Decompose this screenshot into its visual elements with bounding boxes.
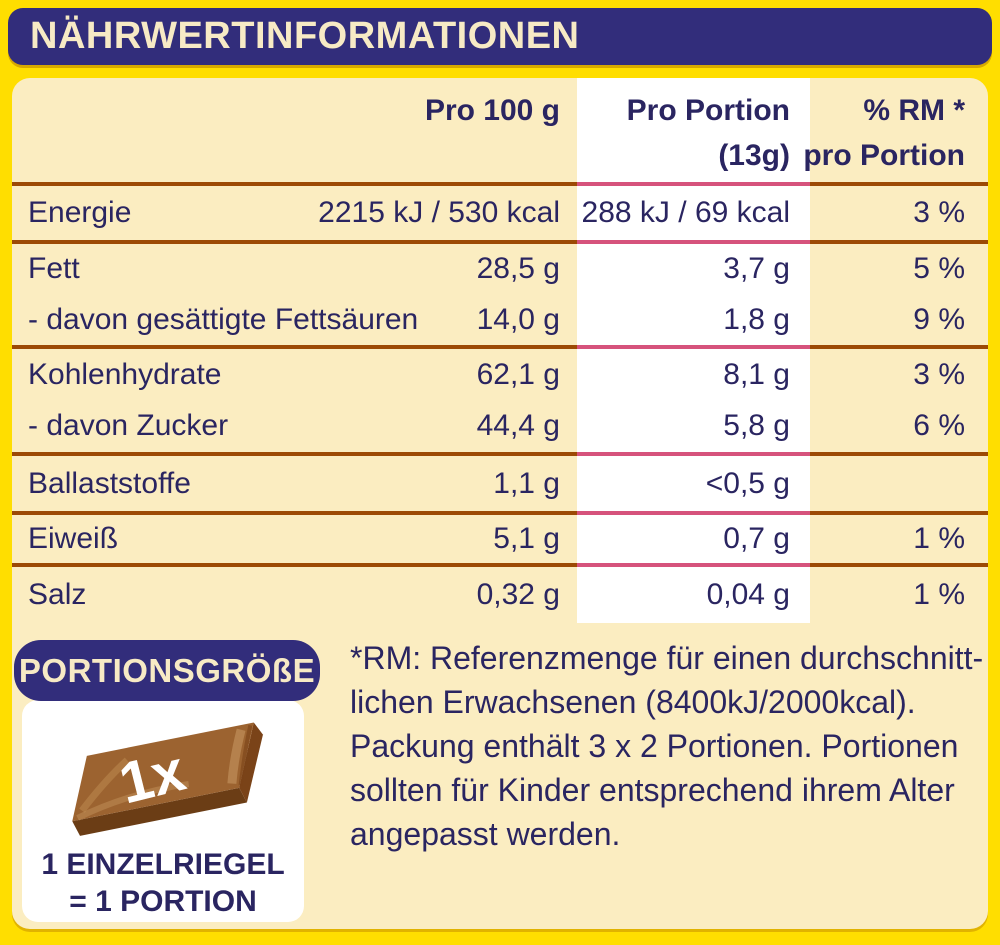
column-header-per-100g: Pro 100 g (424, 94, 560, 127)
svg-text:1x: 1x (113, 738, 191, 817)
value-per-portion: 5,8 g (723, 409, 790, 443)
table-header-row: Pro 100 g Pro Portion (13g) % RM * pro P… (12, 78, 988, 182)
table-row-eiweiss: Eiweiß 5,1 g 0,7 g 1 % (12, 515, 988, 563)
portion-column-highlight (577, 78, 810, 623)
panel-title: NÄHRWERTINFORMATIONEN (30, 15, 580, 57)
value-rm-percent: 1 % (913, 522, 965, 555)
value-per-100g: 14,0 g (476, 302, 560, 336)
row-separator (12, 452, 988, 456)
nutrition-table: Pro 100 g Pro Portion (13g) % RM * pro P… (12, 78, 988, 623)
row-separator (12, 511, 988, 515)
value-per-100g: 1,1 g (493, 466, 560, 500)
value-per-portion: 3,7 g (723, 252, 790, 286)
row-label: Eiweiß (28, 522, 119, 555)
value-per-portion: 0,7 g (723, 522, 790, 555)
footnote-line: angepasst werden. (350, 816, 621, 852)
value-per-portion: 1,8 g (723, 302, 790, 336)
portion-size-badge-label: PORTIONSGRÖßE (18, 651, 316, 689)
value-per-100g: 0,32 g (476, 578, 560, 611)
value-per-100g: 44,4 g (476, 409, 560, 443)
column-header-rm-percent: % RM * pro Portion (803, 94, 965, 172)
footnote-line: sollten für Kinder entsprechend ihrem Al… (350, 772, 955, 808)
table-row-ballaststoffe: Ballaststoffe 1,1 g <0,5 g (12, 456, 988, 511)
row-label: Fett (28, 252, 80, 286)
value-rm-percent: 3 % (913, 196, 965, 229)
value-per-100g: 2215 kJ / 530 kcal (318, 196, 560, 229)
row-separator (12, 563, 988, 567)
rm-footnote: *RM: Referenzmenge für einen durchschnit… (350, 636, 1000, 856)
value-per-portion: 288 kJ / 69 kcal (581, 196, 790, 229)
row-label: - davon gesättigte Fettsäuren (28, 302, 419, 336)
value-per-portion: <0,5 g (705, 466, 790, 500)
portion-size-badge: PORTIONSGRÖßE (14, 640, 320, 701)
row-label: - davon Zucker (28, 409, 229, 443)
portion-caption: 1 EINZELRIEGEL = 1 PORTION (22, 846, 304, 920)
table-row-energie: Energie 2215 kJ / 530 kcal 288 kJ / 69 k… (12, 186, 988, 240)
row-separator (12, 345, 988, 349)
panel-title-bar: NÄHRWERTINFORMATIONEN (8, 8, 992, 65)
row-label: Energie (28, 196, 132, 229)
value-rm-percent: 1 % (913, 578, 965, 611)
footnote-line: lichen Erwachsenen (8400kJ/2000kcal). (350, 684, 916, 720)
row-label: Salz (28, 578, 87, 611)
value-rm-percent: 9 % (913, 302, 965, 336)
nutrition-panel: Pro 100 g Pro Portion (13g) % RM * pro P… (12, 78, 988, 929)
row-separator (12, 240, 988, 244)
row-label: Ballaststoffe (28, 466, 191, 500)
value-per-portion: 8,1 g (723, 357, 790, 391)
portion-caption-line1: 1 EINZELRIEGEL (41, 848, 285, 881)
row-label: Kohlenhydrate (28, 357, 222, 391)
value-rm-percent: 6 % (913, 409, 965, 443)
column-header-per-portion: Pro Portion (13g) (626, 94, 790, 172)
value-per-100g: 28,5 g (476, 252, 560, 286)
footnote-line: *RM: Referenzmenge für einen durchschnit… (350, 640, 984, 676)
portion-caption-line2: = 1 PORTION (69, 885, 257, 918)
table-row-fett: Fett 28,5 g 3,7 g 5 % - davon gesättigte… (12, 244, 988, 345)
value-rm-percent: 5 % (913, 252, 965, 286)
value-per-100g: 5,1 g (493, 522, 560, 555)
footnote-line: Packung enthält 3 x 2 Portionen. Portion… (350, 728, 959, 764)
table-row-salz: Salz 0,32 g 0,04 g 1 % (12, 567, 988, 623)
value-per-100g: 62,1 g (476, 357, 560, 391)
row-separator (12, 182, 988, 186)
table-row-kohlenhydrate: Kohlenhydrate 62,1 g 8,1 g 3 % - davon Z… (12, 349, 988, 452)
value-rm-percent: 3 % (913, 357, 965, 391)
value-per-portion: 0,04 g (706, 578, 790, 611)
chocolate-bar-icon: 1x (72, 722, 263, 836)
portion-illustration-box: 1x 1 EINZELRIEGEL = 1 PORTION (22, 700, 304, 922)
